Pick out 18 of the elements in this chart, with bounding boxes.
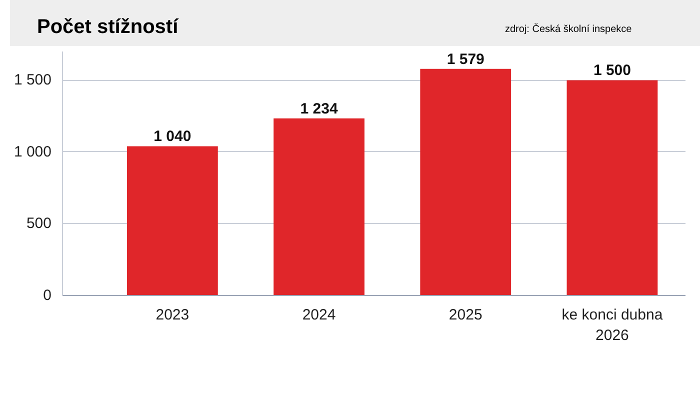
data-label: 1 040	[154, 128, 192, 146]
data-label: 1 500	[593, 62, 631, 80]
y-tick-label: 0	[43, 287, 52, 304]
y-tick-label: 500	[26, 215, 52, 232]
bar	[274, 118, 364, 296]
data-label: 1 234	[300, 100, 338, 118]
text: zdroj: Česká školní inspekce	[505, 23, 632, 37]
bar	[420, 68, 512, 296]
data-label: 1 579	[446, 50, 484, 68]
x-tick-label: 2023	[156, 306, 190, 324]
bar	[127, 146, 218, 296]
x-tick-label: 2024	[302, 306, 336, 324]
x-tick-label: 2025	[448, 306, 482, 324]
x-tick-label: ke konci dubna 2026	[562, 306, 664, 344]
y-tick-label: 1 500	[14, 72, 52, 89]
chart-title: Počet stížností	[37, 15, 178, 40]
y-tick-label: 1 000	[14, 143, 52, 160]
bar	[566, 80, 658, 296]
